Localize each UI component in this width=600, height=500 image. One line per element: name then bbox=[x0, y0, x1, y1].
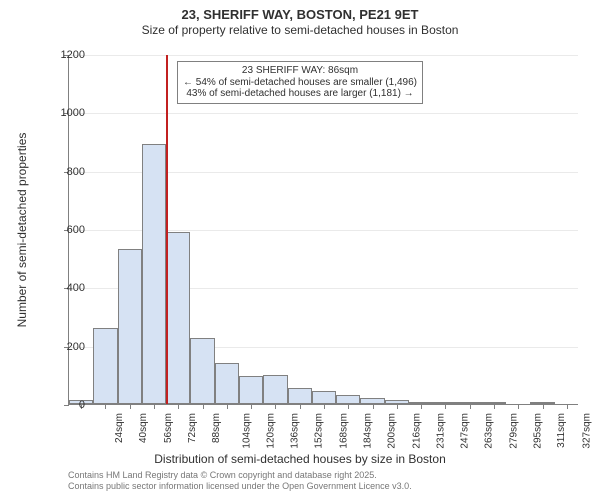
histogram-bar bbox=[190, 338, 214, 404]
x-tick-label: 56sqm bbox=[163, 413, 174, 443]
y-tick-label: 200 bbox=[40, 341, 85, 353]
y-tick-label: 0 bbox=[40, 399, 85, 411]
x-tick-mark bbox=[178, 404, 179, 409]
x-tick-mark bbox=[445, 404, 446, 409]
x-tick-mark bbox=[567, 404, 568, 409]
x-tick-label: 231sqm bbox=[435, 413, 446, 449]
footer-line: Contains public sector information licen… bbox=[68, 481, 412, 492]
x-tick-mark bbox=[275, 404, 276, 409]
histogram-bar bbox=[288, 388, 312, 404]
y-tick-label: 1200 bbox=[40, 49, 85, 61]
x-tick-label: 136sqm bbox=[290, 413, 301, 449]
x-tick-label: 247sqm bbox=[460, 413, 471, 449]
x-tick-mark bbox=[227, 404, 228, 409]
x-axis-label: Distribution of semi-detached houses by … bbox=[0, 452, 600, 466]
x-tick-label: 72sqm bbox=[187, 413, 198, 443]
x-tick-mark bbox=[421, 404, 422, 409]
chart-container: 23, SHERIFF WAY, BOSTON, PE21 9ET Size o… bbox=[0, 0, 600, 500]
histogram-bar bbox=[312, 391, 336, 404]
histogram-bar bbox=[215, 363, 239, 404]
x-tick-label: 168sqm bbox=[338, 413, 349, 449]
y-tick-label: 1000 bbox=[40, 107, 85, 119]
x-tick-mark bbox=[543, 404, 544, 409]
y-tick-label: 600 bbox=[40, 224, 85, 236]
annotation-line: 23 SHERIFF WAY: 86sqm bbox=[183, 65, 417, 77]
histogram-bar bbox=[263, 375, 287, 404]
x-tick-mark bbox=[348, 404, 349, 409]
x-tick-label: 295sqm bbox=[533, 413, 544, 449]
x-tick-label: 263sqm bbox=[484, 413, 495, 449]
reference-line bbox=[166, 55, 168, 404]
x-tick-mark bbox=[105, 404, 106, 409]
histogram-bar bbox=[118, 249, 142, 404]
x-tick-label: 88sqm bbox=[211, 413, 222, 443]
x-tick-label: 104sqm bbox=[241, 413, 252, 449]
y-tick-label: 400 bbox=[40, 282, 85, 294]
x-tick-mark bbox=[154, 404, 155, 409]
x-tick-label: 311sqm bbox=[556, 413, 567, 448]
footer-line: Contains HM Land Registry data © Crown c… bbox=[68, 470, 412, 481]
x-tick-label: 184sqm bbox=[363, 413, 374, 449]
histogram-bar bbox=[142, 144, 166, 404]
histogram-bar bbox=[93, 328, 117, 404]
grid-line bbox=[69, 113, 578, 114]
x-tick-label: 40sqm bbox=[138, 413, 149, 443]
y-axis-label: Number of semi-detached properties bbox=[15, 133, 29, 328]
x-tick-mark bbox=[494, 404, 495, 409]
x-tick-mark bbox=[470, 404, 471, 409]
x-tick-mark bbox=[518, 404, 519, 409]
chart-title: 23, SHERIFF WAY, BOSTON, PE21 9ET bbox=[0, 0, 600, 22]
x-tick-mark bbox=[300, 404, 301, 409]
grid-line bbox=[69, 55, 578, 56]
x-tick-mark bbox=[324, 404, 325, 409]
chart-subtitle: Size of property relative to semi-detach… bbox=[0, 22, 600, 37]
x-tick-mark bbox=[203, 404, 204, 409]
plot-area: 23 SHERIFF WAY: 86sqm ← 54% of semi-deta… bbox=[68, 55, 578, 405]
histogram-bar bbox=[336, 395, 360, 404]
histogram-bar bbox=[166, 232, 190, 404]
x-tick-label: 152sqm bbox=[314, 413, 325, 449]
x-tick-mark bbox=[251, 404, 252, 409]
x-tick-label: 24sqm bbox=[114, 413, 125, 443]
annotation-line: 43% of semi-detached houses are larger (… bbox=[183, 88, 417, 100]
x-tick-label: 216sqm bbox=[411, 413, 422, 449]
histogram-bar bbox=[239, 376, 263, 404]
x-tick-mark bbox=[373, 404, 374, 409]
x-tick-mark bbox=[397, 404, 398, 409]
x-tick-label: 200sqm bbox=[387, 413, 398, 449]
footer-attribution: Contains HM Land Registry data © Crown c… bbox=[68, 470, 412, 492]
y-tick-label: 800 bbox=[40, 166, 85, 178]
annotation-line: ← 54% of semi-detached houses are smalle… bbox=[183, 77, 417, 89]
x-tick-label: 327sqm bbox=[581, 413, 592, 449]
x-tick-mark bbox=[130, 404, 131, 409]
x-tick-label: 279sqm bbox=[508, 413, 519, 449]
annotation-box: 23 SHERIFF WAY: 86sqm ← 54% of semi-deta… bbox=[177, 61, 423, 104]
x-tick-label: 120sqm bbox=[265, 413, 276, 449]
